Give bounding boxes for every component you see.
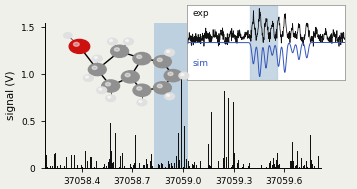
Circle shape	[167, 50, 170, 53]
Circle shape	[99, 88, 102, 90]
Bar	[154, 23, 188, 168]
Bar	[250, 5, 277, 80]
Circle shape	[167, 94, 170, 96]
Circle shape	[107, 38, 117, 45]
Circle shape	[111, 45, 129, 57]
Circle shape	[102, 80, 120, 92]
Circle shape	[64, 33, 72, 38]
Circle shape	[114, 48, 119, 51]
Circle shape	[69, 40, 90, 53]
Circle shape	[125, 73, 130, 77]
Circle shape	[106, 82, 110, 86]
Circle shape	[157, 84, 162, 88]
Circle shape	[84, 75, 93, 81]
Circle shape	[124, 38, 134, 45]
Text: exp: exp	[192, 9, 209, 18]
Circle shape	[126, 40, 129, 42]
Circle shape	[133, 84, 151, 96]
Circle shape	[133, 53, 151, 65]
Circle shape	[168, 72, 173, 76]
Circle shape	[137, 87, 142, 90]
Circle shape	[92, 55, 102, 62]
Circle shape	[110, 40, 112, 42]
Text: sim: sim	[192, 59, 208, 68]
Circle shape	[94, 57, 97, 59]
Circle shape	[154, 82, 171, 94]
Circle shape	[179, 72, 189, 79]
Circle shape	[97, 87, 107, 94]
Circle shape	[106, 95, 116, 101]
Circle shape	[89, 64, 106, 76]
Circle shape	[157, 58, 162, 61]
Circle shape	[137, 55, 142, 58]
Circle shape	[164, 70, 182, 82]
Circle shape	[181, 74, 184, 76]
Circle shape	[74, 42, 79, 46]
Circle shape	[165, 93, 175, 100]
Circle shape	[137, 99, 147, 106]
Circle shape	[154, 56, 171, 68]
Circle shape	[85, 76, 88, 78]
Circle shape	[108, 96, 111, 98]
Y-axis label: signal (V): signal (V)	[6, 71, 16, 120]
Circle shape	[92, 66, 97, 69]
Circle shape	[121, 71, 139, 83]
Circle shape	[165, 49, 175, 56]
Circle shape	[139, 100, 142, 102]
